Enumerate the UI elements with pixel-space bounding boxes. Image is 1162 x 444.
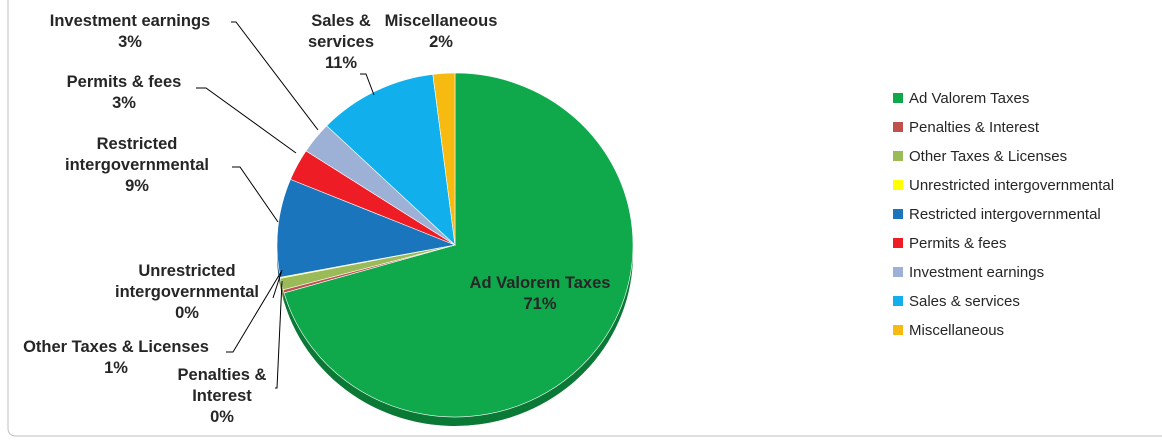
leader-line-investment-earnings <box>231 22 318 130</box>
legend-label-permits-and-fees: Permits & fees <box>909 235 1007 252</box>
legend-label-unrestricted-intergovernmental: Unrestricted intergovernmental <box>909 177 1114 194</box>
legend-swatch-other-taxes-and-licenses <box>893 151 903 161</box>
legend-label-sales-and-services: Sales & services <box>909 293 1020 310</box>
legend: Ad Valorem Taxes Penalties & Interest Othe… <box>893 90 1114 339</box>
legend-swatch-restricted-intergovernmental <box>893 209 903 219</box>
legend-swatch-ad-valorem-taxes <box>893 93 903 103</box>
legend-label-penalties-and-interest: Penalties & Interest <box>909 119 1040 136</box>
legend-swatch-sales-and-services <box>893 296 903 306</box>
legend-swatch-permits-and-fees <box>893 238 903 248</box>
legend-swatch-miscellaneous <box>893 325 903 335</box>
leader-line-penalties-and-interest <box>275 281 282 388</box>
legend-label-ad-valorem-taxes: Ad Valorem Taxes <box>909 90 1029 107</box>
legend-label-investment-earnings: Investment earnings <box>909 264 1044 281</box>
leader-line-permits-and-fees <box>196 88 296 153</box>
legend-swatch-investment-earnings <box>893 267 903 277</box>
legend-swatch-penalties-and-interest <box>893 122 903 132</box>
leader-line-sales-and-services <box>360 74 374 95</box>
pie-slices <box>277 73 633 417</box>
legend-swatch-unrestricted-intergovernmental <box>893 180 903 190</box>
legend-label-other-taxes-and-licenses: Other Taxes & Licenses <box>909 148 1067 165</box>
leader-line-restricted-intergovernmental <box>232 167 278 222</box>
legend-label-miscellaneous: Miscellaneous <box>909 322 1004 339</box>
legend-label-restricted-intergovernmental: Restricted intergovernmental <box>909 206 1101 223</box>
